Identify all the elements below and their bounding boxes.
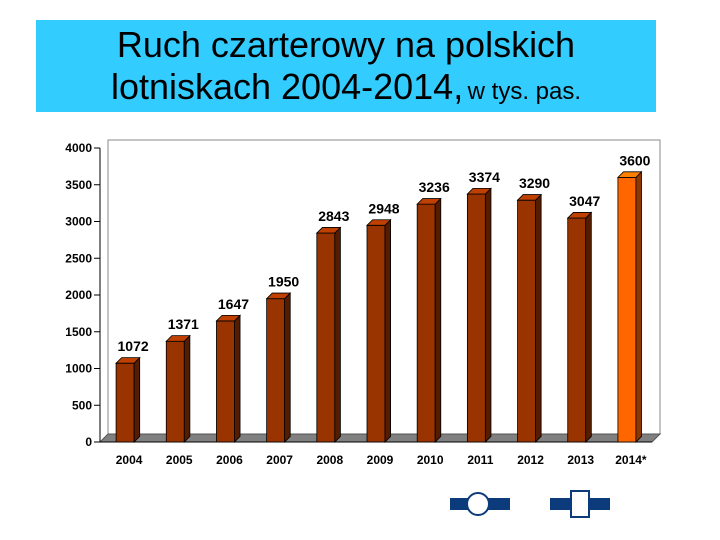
chart-title: Ruch czarterowy na polskich lotniskach 2… (36, 20, 656, 112)
bar (316, 232, 336, 443)
x-tick-label: 2006 (216, 453, 243, 467)
y-tick-label: 2500 (65, 251, 92, 265)
data-label: 3290 (519, 175, 550, 191)
bar-side (133, 356, 141, 443)
bar-top (215, 314, 242, 322)
x-tick-label: 2004 (116, 453, 143, 467)
y-tick-label: 1000 (65, 362, 92, 376)
data-label: 1647 (218, 296, 249, 312)
y-tick-label: 0 (85, 435, 92, 449)
bar-side (434, 197, 442, 443)
x-tick-label: 2010 (417, 453, 444, 467)
y-tick-label: 4000 (65, 141, 92, 155)
y-tick-label: 500 (72, 398, 92, 412)
data-label: 1950 (268, 274, 299, 290)
bar-top (466, 188, 492, 195)
bar (617, 176, 637, 443)
data-label: 2948 (368, 200, 399, 216)
data-label: 3600 (619, 152, 650, 168)
bar-top (416, 198, 442, 205)
bar (567, 217, 587, 443)
building-icon (570, 490, 590, 518)
bar-top (366, 219, 392, 226)
data-label: 3236 (419, 179, 450, 195)
x-tick-label: 2005 (166, 453, 193, 467)
title-unit: w tys. pas. (467, 78, 582, 105)
x-tick-label: 2014* (615, 453, 647, 467)
bar-top (616, 171, 643, 178)
bar (466, 193, 486, 443)
bar-side (183, 334, 191, 443)
data-label: 2843 (318, 208, 349, 224)
bar (366, 224, 386, 443)
bar-side (284, 292, 291, 443)
bar (216, 320, 235, 443)
x-tick-label: 2011 (467, 453, 493, 467)
y-tick-label: 1500 (65, 325, 92, 339)
x-tick-label: 2009 (367, 453, 394, 467)
bar-top (165, 335, 191, 342)
bar-top (265, 292, 292, 300)
data-label: 3047 (569, 193, 600, 209)
bar-side (384, 218, 392, 443)
bar-side (334, 226, 341, 443)
bar-side (234, 314, 241, 443)
x-tick-label: 2008 (316, 453, 343, 467)
x-tick-label: 2007 (266, 453, 293, 467)
bar (517, 199, 536, 443)
bar-top (115, 357, 141, 364)
bar-side (585, 211, 592, 443)
bar-side (484, 187, 492, 443)
bar-side (535, 193, 542, 443)
bar-top (516, 194, 543, 201)
y-tick-label: 3000 (65, 215, 92, 229)
title-line-2: lotniskach 2004-2014, (110, 66, 464, 107)
footer-logos (450, 490, 610, 520)
bar-top (566, 212, 593, 219)
x-tick-label: 2013 (567, 453, 594, 467)
bar (165, 340, 185, 443)
data-label: 1371 (168, 316, 199, 332)
y-tick-label: 3500 (65, 178, 92, 192)
bar (115, 362, 135, 443)
bar-top (315, 227, 342, 234)
bar (416, 203, 436, 443)
title-line-1: Ruch czarterowy na polskich (116, 24, 576, 65)
data-label: 1072 (118, 338, 149, 354)
data-label: 3374 (469, 169, 500, 185)
y-tick-label: 2000 (65, 288, 92, 302)
bar (266, 298, 286, 443)
bar-side (635, 170, 642, 443)
x-tick-label: 2012 (517, 453, 544, 467)
seal-icon (466, 492, 490, 516)
